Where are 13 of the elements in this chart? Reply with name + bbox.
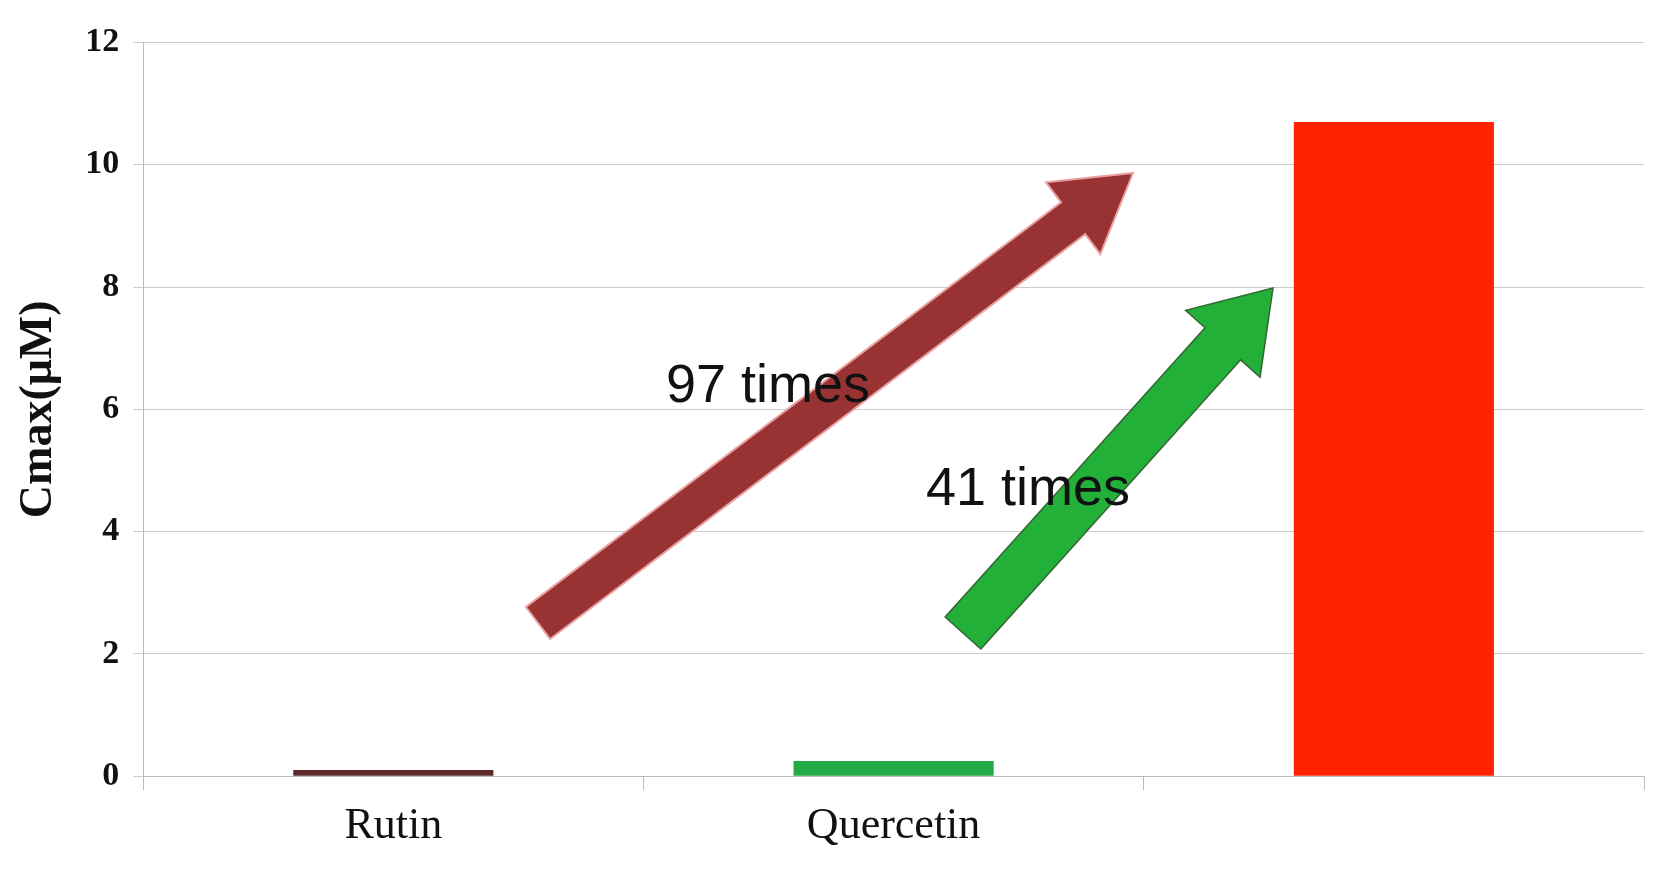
bar [293, 770, 494, 776]
y-tick-label: 6 [102, 388, 120, 426]
y-tick-label: 12 [85, 21, 120, 59]
x-tick-label: Quercetin [806, 799, 981, 849]
bar [1293, 121, 1494, 776]
y-axis-title: Cmax(μM) [10, 300, 62, 519]
y-tick-label: 10 [85, 143, 120, 181]
x-tick-label: Rutin [344, 799, 443, 849]
bar [793, 760, 994, 776]
y-tick-label: 0 [102, 754, 120, 792]
y-tick-label: 4 [102, 510, 120, 548]
y-tick-label: 2 [102, 632, 120, 670]
y-tick-label: 8 [102, 265, 120, 303]
